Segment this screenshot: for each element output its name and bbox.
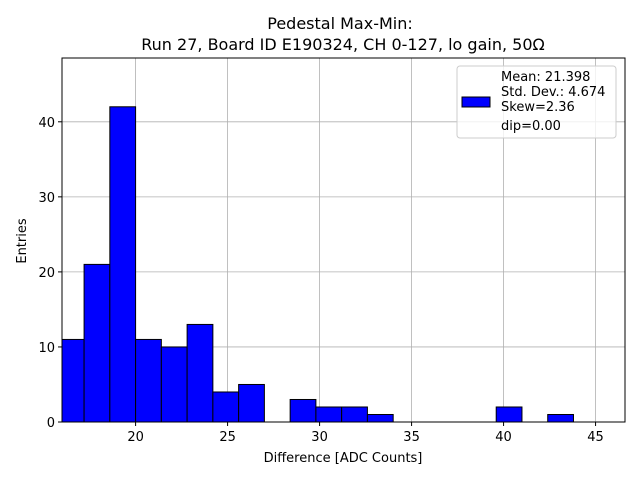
histogram-bar [83,263,111,423]
histogram-bar [109,106,137,423]
histogram-bar [547,413,574,423]
histogram-bar [289,398,317,423]
legend-line-std-dev: Std. Dev.: 4.674 [501,85,605,100]
histogram-bar [186,323,214,423]
x-tick-label: 25 [219,430,236,445]
histogram-bar [366,413,394,423]
y-axis-label: Entries [15,218,30,264]
histogram-bar [61,338,85,423]
y-tick-label: 20 [38,266,55,281]
x-tick-label: 35 [403,430,420,445]
legend-swatch [461,96,491,108]
y-tick-label: 0 [47,416,55,431]
x-tick-label: 20 [127,430,144,445]
axes [58,57,626,426]
x-tick-label: 40 [495,430,512,445]
histogram-bar [341,406,368,423]
chart-subtitle: Run 27, Board ID E190324, CH 0-127, lo g… [141,35,544,54]
x-tick-label: 45 [587,430,604,445]
legend-line-dip: dip=0.00 [501,119,561,134]
legend-line-mean: Mean: 21.398 [501,70,590,85]
legend: Mean: 21.398 Std. Dev.: 4.674 Skew=2.36 … [456,65,617,139]
histogram-bar [160,346,188,423]
legend-line-skew: Skew=2.36 [501,100,575,115]
tick-labels: 20 25 30 35 40 45 0 10 20 30 40 [38,116,603,445]
chart-title: Pedestal Max-Min: [267,14,413,33]
histogram-bars [61,106,574,423]
y-tick-label: 30 [38,191,55,206]
histogram-bar [495,406,523,423]
plot-frame [61,57,626,423]
y-tick-label: 10 [38,341,55,356]
legend-box [456,65,617,139]
x-axis-label: Difference [ADC Counts] [264,451,423,466]
histogram-bar [238,383,265,423]
histogram-bar [135,338,162,423]
y-tick-label: 40 [38,116,55,131]
histogram-bar [315,406,343,423]
histogram-bar [212,391,240,423]
x-tick-label: 30 [311,430,328,445]
